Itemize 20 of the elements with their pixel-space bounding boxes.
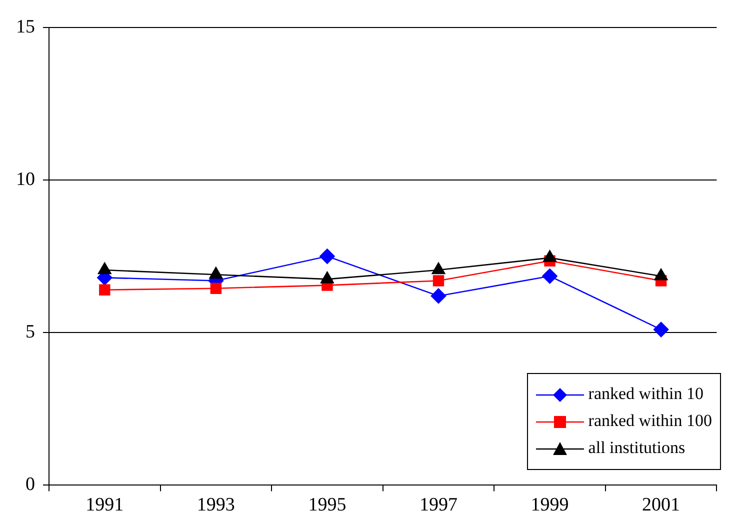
point xyxy=(542,268,558,284)
legend-label: ranked within 100 xyxy=(588,410,712,430)
x-tick-label: 1999 xyxy=(530,494,569,516)
point xyxy=(653,322,669,338)
y-tick-label: 10 xyxy=(16,168,35,190)
point xyxy=(210,282,222,294)
x-tick-label: 1997 xyxy=(419,494,458,516)
point xyxy=(320,248,335,264)
legend-label: ranked within 10 xyxy=(588,384,704,403)
x-tick-label: 1991 xyxy=(86,494,124,516)
y-tick-label: 5 xyxy=(26,322,35,343)
legend-label: all institutions xyxy=(588,438,686,457)
x-tick-label: 1993 xyxy=(196,494,235,516)
point xyxy=(99,284,110,296)
point xyxy=(432,275,444,286)
y-tick-label: 15 xyxy=(16,16,35,38)
y-tick-label: 0 xyxy=(26,474,35,496)
x-tick-label: 1995 xyxy=(308,494,346,516)
x-tick-label: 2001 xyxy=(642,494,680,516)
point xyxy=(430,288,446,304)
